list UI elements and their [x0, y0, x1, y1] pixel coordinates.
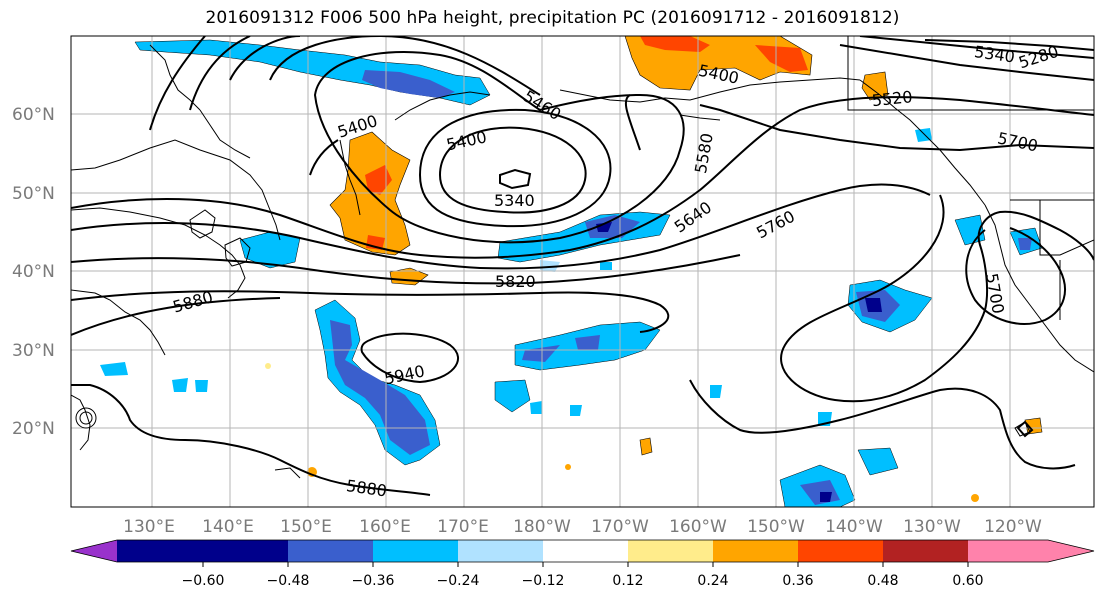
colorbar-tick-label: −0.12 [522, 573, 565, 589]
colorbar-tick-label: 0.12 [612, 573, 643, 589]
colorbar-segment [883, 540, 968, 562]
lat-label: 50°N [12, 184, 55, 204]
lon-label: 160°W [669, 517, 727, 537]
map-frame [70, 35, 1095, 508]
lon-label: 130°E [123, 517, 175, 537]
lat-label: 40°N [12, 262, 55, 282]
lat-label: 30°N [12, 341, 55, 361]
precip-positive-areas [265, 36, 1043, 502]
colorbar-tick-label: −0.24 [437, 573, 480, 589]
map-gridlines [71, 36, 1094, 507]
coastlines [71, 36, 1094, 479]
longitude-labels: 130°E 140°E 150°E 160°E 170°E 180°W 170°… [123, 517, 1042, 537]
colorbar-tick-label: 0.48 [867, 573, 898, 589]
colorbar-segment-first [117, 540, 203, 562]
colorbar-tick-label: −0.60 [182, 573, 225, 589]
colorbar: −0.60 −0.48 −0.36 −0.24 −0.12 0.12 0.24 … [70, 539, 1095, 589]
contour-label: 5520 [871, 87, 913, 110]
colorbar-segment [798, 540, 883, 562]
colorbar-tick-label: 0.36 [782, 573, 813, 589]
colorbar-segment [543, 540, 628, 562]
colorbar-segment [71, 540, 117, 562]
lon-label: 170°W [591, 517, 649, 537]
latitude-labels: 60°N 50°N 40°N 30°N 20°N [12, 105, 55, 439]
lon-label: 140°W [825, 517, 883, 537]
map-title: 2016091312 F006 500 hPa height, precipit… [205, 8, 900, 28]
lon-label: 140°E [202, 517, 254, 537]
lon-label: 130°W [903, 517, 961, 537]
lat-label: 20°N [12, 419, 55, 439]
colorbar-tick-label: 0.60 [952, 573, 983, 589]
colorbar-tick-label: 0.24 [697, 573, 728, 589]
colorbar-segment [288, 540, 373, 562]
colorbar-outline [70, 539, 1095, 563]
lon-label: 150°E [280, 517, 332, 537]
precip-negative-areas [100, 39, 1043, 507]
lon-label: 170°E [437, 517, 489, 537]
colorbar-segment [1048, 540, 1094, 562]
colorbar-ticks [202, 562, 969, 567]
height-contours [71, 36, 1094, 496]
colorbar-tick-label: −0.36 [352, 573, 395, 589]
lon-label: 180°W [513, 517, 571, 537]
lon-label: 120°W [984, 517, 1042, 537]
colorbar-segment [968, 540, 1048, 562]
lat-label: 60°N [12, 105, 55, 125]
lon-label: 150°W [747, 517, 805, 537]
colorbar-segment [458, 540, 543, 562]
lon-label: 160°E [359, 517, 411, 537]
colorbar-segment [373, 540, 458, 562]
colorbar-segment [203, 540, 288, 562]
colorbar-segment [713, 540, 798, 562]
contour-label: 5820 [495, 272, 536, 291]
colorbar-segment [628, 540, 713, 562]
colorbar-tick-label: −0.48 [267, 573, 310, 589]
contour-label: 5340 [494, 191, 535, 210]
